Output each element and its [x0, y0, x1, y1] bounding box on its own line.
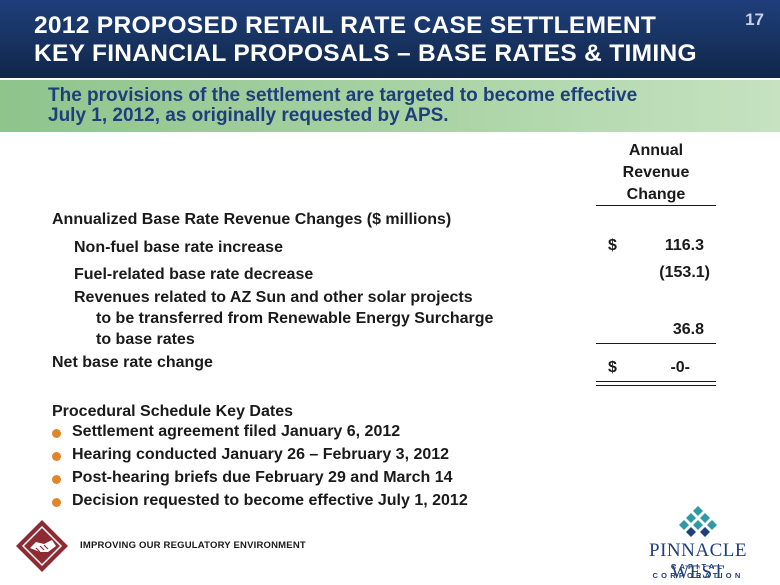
brand-subtitle: CAPITAL CORPORATION	[652, 562, 744, 580]
schedule-item: Decision requested to become effective J…	[72, 492, 468, 509]
row-label-fuel: Fuel-related base rate decrease	[74, 266, 314, 283]
bullet-icon	[52, 452, 61, 461]
total-label: Net base rate change	[52, 354, 213, 371]
brand-name: PINNACLE WEST	[649, 540, 747, 583]
column-header-line-2: Revenue	[622, 164, 690, 181]
footer-tagline: IMPROVING OUR REGULATORY ENVIRONMENT	[80, 540, 306, 551]
row-currency-non-fuel: $	[608, 237, 617, 254]
schedule-item: Settlement agreement filed January 6, 20…	[72, 423, 401, 440]
schedule-title: Procedural Schedule Key Dates	[52, 403, 293, 420]
diamond-grid-icon	[679, 506, 717, 537]
bullet-icon	[52, 498, 61, 507]
slide-number: 17	[745, 10, 764, 29]
row-label-solar-2: to be transferred from Renewable Energy …	[96, 310, 494, 327]
subtitle-line-2: July 1, 2012, as originally requested by…	[48, 105, 449, 126]
schedule-item: Post-hearing briefs due February 29 and …	[72, 469, 453, 486]
title-line-1: 2012 PROPOSED RETAIL RATE CASE SETTLEMEN…	[34, 12, 657, 39]
total-double-underline-2	[596, 385, 716, 386]
column-header: Annual Revenue Change	[596, 140, 716, 206]
total-currency: $	[608, 359, 617, 376]
subtitle: The provisions of the settlement are tar…	[48, 86, 768, 126]
subtitle-band	[0, 80, 780, 132]
column-header-underline	[596, 205, 716, 206]
row-value-non-fuel: 116.3	[664, 237, 704, 254]
schedule-item: Hearing conducted January 26 – February …	[72, 446, 450, 463]
total-value: -0-	[670, 359, 690, 376]
row-label-solar-3: to base rates	[96, 331, 195, 348]
row-label-solar-1: Revenues related to AZ Sun and other sol…	[74, 289, 473, 306]
header-banner	[0, 0, 780, 78]
total-double-underline-1	[596, 381, 716, 382]
bullet-icon	[52, 475, 61, 484]
column-header-line-1: Annual	[628, 142, 684, 159]
slide-title: 2012 PROPOSED RETAIL RATE CASE SETTLEMEN…	[34, 12, 744, 68]
row-value-solar: 36.8	[672, 321, 704, 338]
subtitle-line-1: The provisions of the settlement are tar…	[48, 85, 638, 106]
table-section-title: Annualized Base Rate Revenue Changes ($ …	[52, 211, 452, 228]
row-value-fuel: (153.1)	[659, 264, 710, 281]
bullet-icon	[52, 429, 61, 438]
handshake-icon	[16, 520, 68, 572]
row-label-non-fuel: Non-fuel base rate increase	[74, 239, 283, 256]
subtotal-underline	[596, 343, 716, 344]
title-line-2: KEY FINANCIAL PROPOSALS – BASE RATES & T…	[34, 40, 697, 67]
column-header-line-3: Change	[626, 186, 686, 203]
